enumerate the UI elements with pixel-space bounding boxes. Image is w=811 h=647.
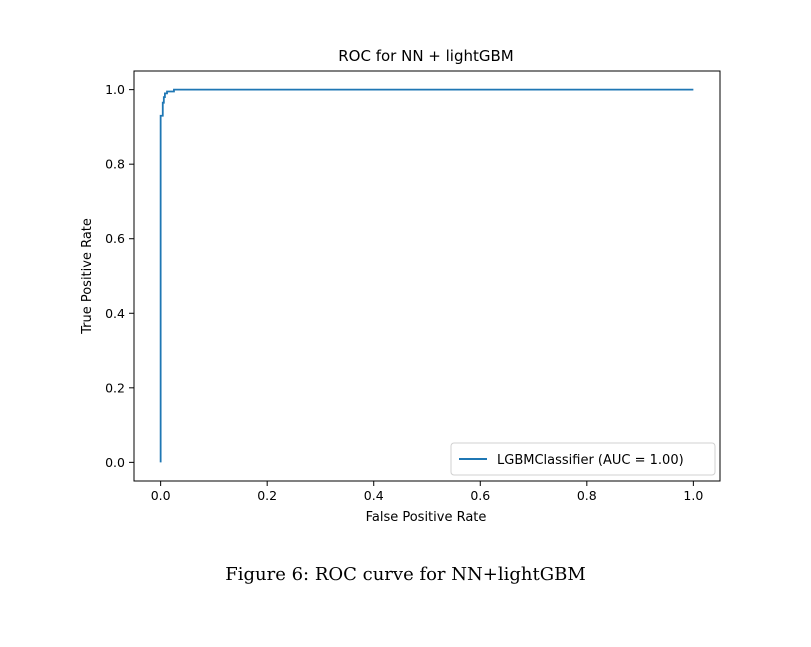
y-tick-label: 0.0 [105,455,125,470]
figure-caption: Figure 6: ROC curve for NN+lightGBM [225,564,586,585]
x-tick-label: 0.8 [577,488,597,503]
y-axis: 0.0 0.2 0.4 0.6 0.8 1.0 [105,82,134,470]
roc-chart: ROC for NN + lightGBM 0.0 0.2 0.4 0.6 0.8 1.0… [80,47,721,525]
y-tick-label: 0.6 [105,231,125,246]
y-tick-label: 0.8 [105,157,125,172]
series-layer [159,88,694,463]
y-tick-label: 0.2 [105,380,125,395]
x-axis: 0.0 0.2 0.4 0.6 0.8 1.0 [151,481,703,503]
legend-label: LGBMClassifier (AUC = 1.00) [497,453,684,468]
x-tick-label: 1.0 [683,488,703,503]
x-tick-label: 0.4 [364,488,384,503]
x-tick-label: 0.0 [151,488,171,503]
legend-box [450,442,716,476]
x-axis-label: False Positive Rate [366,510,487,525]
y-tick-label: 0.4 [105,306,125,321]
legend: LGBMClassifier (AUC = 1.00) [450,442,716,476]
y-axis-label: True Positive Rate [80,218,95,335]
x-tick-label: 0.6 [470,488,490,503]
y-tick-label: 1.0 [105,82,125,97]
plot-frame [133,70,721,482]
chart-title: ROC for NN + lightGBM [338,47,514,65]
x-tick-label: 0.2 [257,488,277,503]
roc-curve-line [159,88,694,463]
